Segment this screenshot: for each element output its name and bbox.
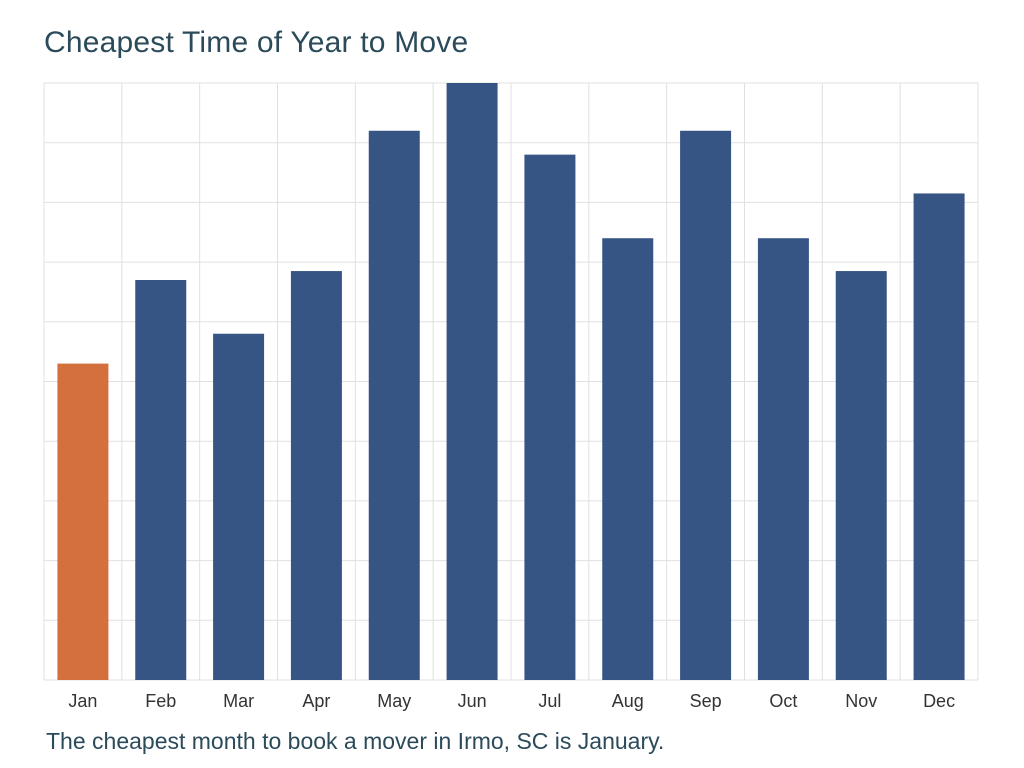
x-tick-label-sep: Sep: [690, 691, 722, 711]
x-tick-label-jul: Jul: [538, 691, 561, 711]
x-tick-label-jan: Jan: [68, 691, 97, 711]
bar-aug: [602, 238, 654, 680]
x-tick-label-feb: Feb: [145, 691, 176, 711]
bar-jan: [57, 363, 109, 680]
x-tick-label-dec: Dec: [923, 691, 955, 711]
bar-mar: [213, 333, 265, 680]
x-tick-labels: Jan Feb Mar Apr May Jun Jul Aug Sep Oct Nov Dec: [68, 691, 955, 711]
x-tick-label-may: May: [377, 691, 411, 711]
x-tick-label-jun: Jun: [458, 691, 487, 711]
x-tick-label-oct: Oct: [769, 691, 797, 711]
bar-jul: [524, 154, 576, 680]
chart-caption: The cheapest month to book a mover in Ir…: [46, 728, 665, 754]
grid-lines: [43, 82, 979, 681]
x-tick-label-apr: Apr: [302, 691, 330, 711]
bar-oct: [757, 238, 809, 680]
chart-title: Cheapest Time of Year to Move: [44, 26, 469, 59]
bar-dec: [913, 193, 965, 680]
bar-may: [368, 130, 420, 680]
bars: [57, 83, 965, 680]
bar-apr: [290, 271, 342, 680]
x-tick-label-aug: Aug: [612, 691, 644, 711]
bar-jun: [446, 83, 498, 680]
x-tick-label-nov: Nov: [845, 691, 877, 711]
x-tick-label-mar: Mar: [223, 691, 254, 711]
bar-nov: [835, 271, 887, 680]
bar-sep: [680, 130, 732, 680]
bar-feb: [135, 280, 187, 680]
